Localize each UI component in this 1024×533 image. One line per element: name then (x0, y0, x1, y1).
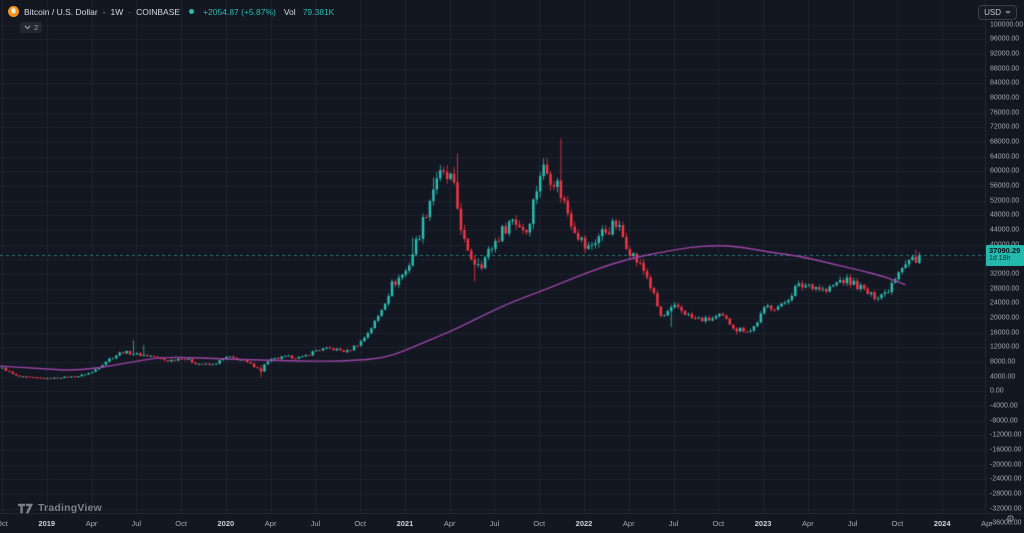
time-axis-label: Apr (802, 519, 814, 528)
price-axis-label: -4000.00 (990, 402, 1018, 410)
price-axis-label: 0.00 (990, 387, 1004, 395)
time-axis-label: Jul (668, 519, 679, 528)
price-axis-label: 40000.00 (990, 241, 1019, 248)
time-axis-label: Apr (264, 519, 277, 528)
price-axis-label: 56000.00 (990, 182, 1020, 190)
price-axis-label: -24000.00 (990, 475, 1022, 483)
time-axis[interactable]: Oct 2019 Apr Jul Oct 2020 Apr Jul Oct 2021 Apr Jul O… (0, 514, 1024, 533)
tradingview-logo[interactable]: TradingView (18, 502, 102, 514)
market-status-icon[interactable] (189, 9, 195, 14)
price-axis-label: 100000.00 (990, 21, 1024, 29)
time-axis-label: Jul (489, 519, 500, 528)
current-price-tag[interactable]: 37090.29 1d 18h (986, 245, 1024, 266)
time-axis-label: Jul (310, 519, 321, 528)
symbol-name[interactable]: Bitcoin / U.S. Dollar (24, 6, 98, 17)
time-axis-label: Oct (533, 519, 546, 528)
price-axis-label: 48000.00 (990, 211, 1020, 219)
price-change: +2054.87 (+5.87%) (203, 6, 276, 17)
gear-icon[interactable]: ⚙ (1006, 514, 1015, 525)
price-axis-label: 8000.00 (990, 358, 1016, 366)
chevron-down-icon (24, 25, 31, 30)
price-axis-separator (985, 0, 986, 513)
chart-canvas[interactable] (0, 0, 985, 513)
time-axis-label: Jul (131, 519, 142, 528)
price-axis-label: -28000.00 (990, 490, 1022, 498)
price-axis-label: 92000.00 (990, 50, 1020, 58)
interval-label[interactable]: 1W (110, 6, 124, 17)
price-axis-label: 24000.00 (990, 299, 1020, 307)
price-axis-label: -16000.00 (990, 446, 1022, 454)
price-axis-label: 32000.00 (990, 270, 1020, 278)
price-axis-label: 64000.00 (990, 153, 1020, 161)
price-axis-label: 12000.00 (990, 343, 1020, 351)
time-axis-label: 2024 (933, 519, 951, 528)
time-axis-label: Apr (85, 519, 98, 528)
price-axis-label: -36000.00 (990, 519, 1022, 527)
symbol-header[interactable]: ฿ Bitcoin / U.S. Dollar - 1W · COINBASE … (8, 6, 334, 17)
price-axis-label: 60000.00 (990, 167, 1020, 175)
time-axis-label: 2019 (38, 519, 56, 528)
price-axis-label: 28000.00 (990, 285, 1020, 293)
price-axis-label: 52000.00 (990, 197, 1020, 205)
exchange-label: COINBASE (136, 6, 181, 17)
bitcoin-icon: ฿ (8, 6, 19, 17)
price-axis-label: 44000.00 (990, 226, 1020, 234)
time-axis-label: Oct (712, 519, 725, 528)
time-axis-label: Oct (354, 519, 366, 528)
price-axis-label: 76000.00 (990, 109, 1020, 117)
price-axis-label: 80000.00 (990, 94, 1020, 102)
title-separator: - (102, 6, 106, 17)
time-axis-label: 2022 (575, 519, 593, 528)
time-axis-label: Oct (0, 519, 8, 528)
price-axis-label: -8000.00 (990, 417, 1018, 425)
price-axis-label: 16000.00 (990, 329, 1020, 337)
currency-button[interactable]: USD (978, 5, 1017, 20)
currency-label: USD (984, 8, 1001, 17)
price-axis-label: 68000.00 (990, 138, 1020, 146)
time-axis-separator (0, 513, 1024, 514)
indicator-count: 2 (34, 23, 39, 32)
price-tag-countdown: 1d 18h (989, 255, 1011, 263)
time-axis-label: Oct (891, 519, 904, 528)
price-tag-value: 37090.29 (989, 246, 1021, 256)
price-axis-label: 72000.00 (990, 123, 1020, 131)
price-axis-label: 96000.00 (990, 35, 1020, 43)
indicators-pill[interactable]: 2 (20, 22, 43, 33)
time-axis-label: Oct (175, 519, 187, 528)
time-axis-label: Apr (981, 519, 993, 528)
price-axis-label: 20000.00 (990, 314, 1020, 322)
time-axis-label: Apr (443, 519, 456, 528)
time-axis-label: 2023 (754, 519, 772, 528)
price-axis-label: 88000.00 (990, 65, 1020, 73)
time-axis-label: 2020 (217, 519, 235, 528)
price-axis-label: -20000.00 (990, 461, 1022, 469)
volume-value: 79.381K (302, 6, 335, 17)
price-axis-label: -32000.00 (990, 505, 1022, 513)
price-axis-label: 4000.00 (990, 373, 1016, 381)
tradingview-logo-icon (18, 503, 33, 513)
time-axis-label: Apr (622, 519, 635, 528)
time-axis-label: Jul (847, 519, 858, 528)
price-axis-label: -12000.00 (990, 431, 1022, 439)
time-axis-label: 2021 (396, 519, 414, 528)
tradingview-logo-text: TradingView (38, 502, 102, 514)
title-separator: · (128, 6, 132, 17)
volume-label: Vol (283, 6, 296, 17)
caret-down-icon (1005, 11, 1011, 14)
price-axis-label: 84000.00 (990, 79, 1020, 87)
